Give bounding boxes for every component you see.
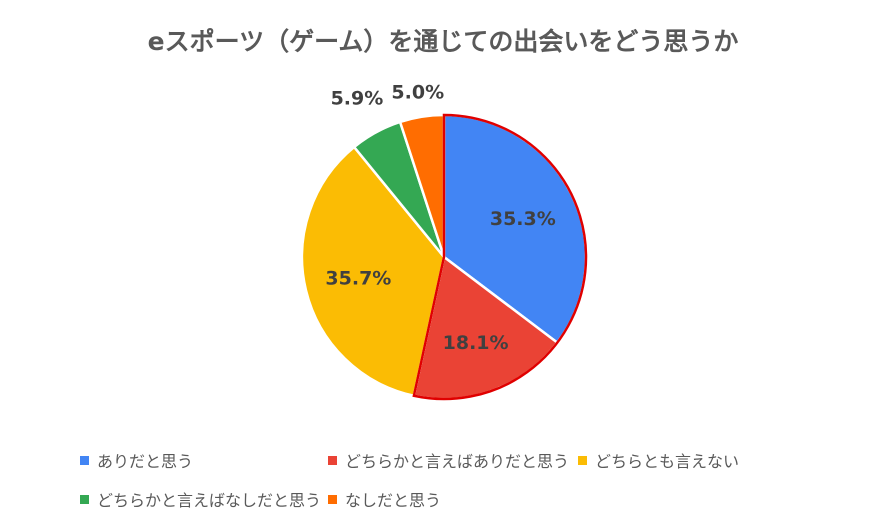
chart-title: eスポーツ（ゲーム）を通じての出会いをどう思うか (147, 27, 739, 56)
pie-highlight (412, 113, 588, 401)
legend-swatch (328, 455, 337, 465)
legend-swatch (80, 494, 89, 504)
chart-legend: ありだと思う どちらかと言えばありだと思う どちらとも言えないどちらかと言えばなしだ… (0, 448, 886, 528)
data-label-4: 5.0% (391, 82, 444, 104)
legend-item-3: どちらかと言えばなしだと思う (80, 487, 321, 511)
legend-item-1: どちらかと言えばありだと思う (328, 448, 569, 472)
legend-label: どちらとも言えない (595, 452, 740, 471)
legend-item-4: なしだと思う (328, 487, 441, 511)
pie-data-labels: 35.3% 18.1% 35.7% 5.9% 5.0% (325, 82, 555, 355)
legend-label: なしだと思う (345, 491, 442, 510)
legend-item-0: ありだと思う (80, 448, 193, 472)
legend-swatch (578, 455, 587, 465)
legend-label: どちらかと言えばなしだと思う (97, 491, 322, 510)
legend-label: ありだと思う (97, 452, 194, 471)
data-label-1: 18.1% (443, 332, 509, 354)
data-label-3: 5.9% (331, 87, 384, 109)
legend-swatch (80, 455, 89, 465)
pie-chart: 35.3% 18.1% 35.7% 5.9% 5.0% (300, 82, 588, 401)
data-label-2: 35.7% (325, 268, 391, 290)
highlight-outline (412, 113, 588, 401)
legend-item-2: どちらとも言えない (578, 448, 739, 472)
legend-swatch (328, 494, 337, 504)
legend-label: どちらかと言えばありだと思う (345, 452, 570, 471)
data-label-0: 35.3% (490, 208, 556, 230)
pie-slice-2 (300, 145, 446, 398)
